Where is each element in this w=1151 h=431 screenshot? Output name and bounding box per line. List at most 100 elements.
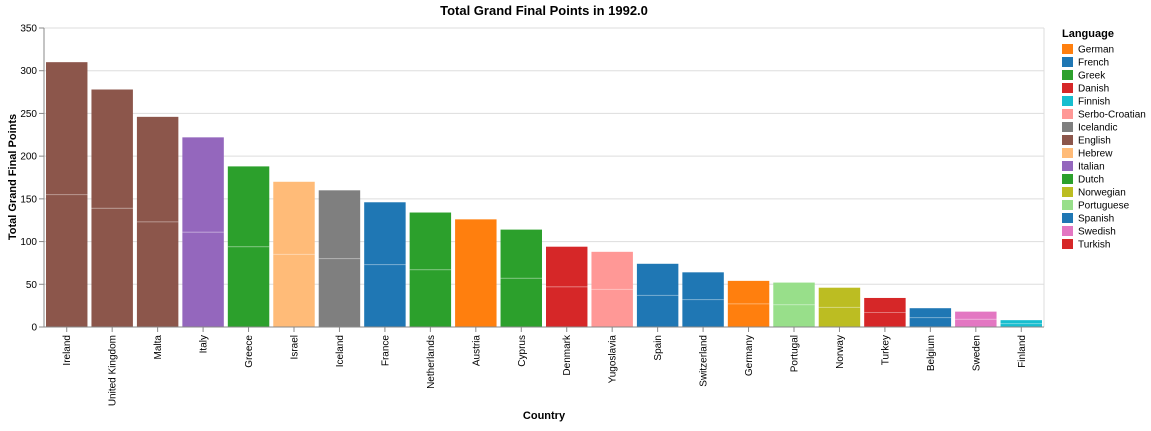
bars xyxy=(46,62,1042,327)
x-tick-label: United Kingdom xyxy=(108,335,119,406)
bar-segment xyxy=(273,254,315,327)
legend-swatch xyxy=(1062,239,1073,249)
bar-segment xyxy=(46,194,88,327)
legend-label: German xyxy=(1078,45,1114,56)
x-tick-label: Germany xyxy=(744,335,755,376)
bar-iceland xyxy=(318,190,361,327)
legend-label: Turkish xyxy=(1078,240,1110,251)
legend-swatch xyxy=(1062,148,1073,158)
bar-segment xyxy=(364,202,406,265)
bar-spain xyxy=(636,263,679,327)
bar-segment xyxy=(636,263,679,296)
legend-label: Hebrew xyxy=(1078,149,1113,160)
legend-item: Greek xyxy=(1062,70,1106,82)
bar-netherlands xyxy=(409,212,452,327)
y-tick-label: 0 xyxy=(31,323,37,334)
x-axis-title: Country xyxy=(523,410,566,422)
legend-item: French xyxy=(1062,57,1109,69)
bar-segment xyxy=(546,286,588,327)
bar-ireland xyxy=(46,62,88,327)
legend-label: Icelandic xyxy=(1078,123,1117,134)
bar-segment xyxy=(91,208,133,327)
y-tick-label: 150 xyxy=(20,194,37,205)
bar-segment xyxy=(182,232,224,327)
bar-segment xyxy=(909,317,952,327)
x-tick-label: Denmark xyxy=(562,334,573,376)
legend-label: Portuguese xyxy=(1078,201,1130,212)
legend-title: Language xyxy=(1062,28,1114,40)
bar-norway xyxy=(818,287,861,327)
legend: Language German French Greek Danish Finnish S… xyxy=(1062,28,1146,251)
bar-portugal xyxy=(773,282,815,327)
bar-segment xyxy=(591,289,633,327)
x-tick-label: Netherlands xyxy=(426,335,437,389)
bar-segment xyxy=(727,303,770,327)
legend-label: Dutch xyxy=(1078,175,1104,186)
bar-segment xyxy=(636,295,679,327)
bar-segment xyxy=(409,212,452,270)
bar-segment xyxy=(818,287,861,308)
bar-germany xyxy=(727,280,770,327)
legend-label: Serbo-Croatian xyxy=(1078,110,1146,121)
bar-turkey xyxy=(864,297,906,327)
legend-label: Italian xyxy=(1078,162,1105,173)
legend-item: Finnish xyxy=(1062,96,1110,108)
legend-item: Italian xyxy=(1062,161,1105,173)
x-axis: Ireland United Kingdom Malta Italy Greece Isr… xyxy=(44,326,1044,406)
bar-switzerland xyxy=(682,272,724,327)
bar-segment xyxy=(318,190,361,259)
bar-segment xyxy=(682,272,724,300)
legend-swatch xyxy=(1062,174,1073,184)
bar-yugoslavia xyxy=(591,251,633,327)
x-tick-label: Portugal xyxy=(790,335,801,372)
legend-label: Norwegian xyxy=(1078,188,1126,199)
bar-segment xyxy=(864,312,906,327)
x-tick-label: Israel xyxy=(290,335,301,359)
bar-united-kingdom xyxy=(91,89,133,327)
legend-item: German xyxy=(1062,44,1114,56)
y-tick-label: 250 xyxy=(20,109,37,120)
legend-label: Finnish xyxy=(1078,97,1110,108)
legend-label: Danish xyxy=(1078,84,1109,95)
bar-austria xyxy=(455,219,497,327)
legend-swatch xyxy=(1062,187,1073,197)
legend-item: Portuguese xyxy=(1062,200,1130,212)
y-tick-label: 100 xyxy=(20,237,37,248)
legend-swatch xyxy=(1062,44,1073,54)
bar-segment xyxy=(227,246,270,327)
bar-segment xyxy=(727,280,770,304)
bar-segment xyxy=(91,89,133,209)
bar-malta xyxy=(136,116,179,327)
bar-segment xyxy=(136,221,179,327)
legend-item: Norwegian xyxy=(1062,187,1126,199)
bar-segment xyxy=(955,319,997,327)
x-tick-label: Belgium xyxy=(926,335,937,371)
x-tick-label: Norway xyxy=(835,335,846,369)
bar-sweden xyxy=(955,311,997,327)
bar-segment xyxy=(591,251,633,290)
bar-segment xyxy=(136,116,179,222)
legend-item: Spanish xyxy=(1062,213,1114,225)
legend-item: Turkish xyxy=(1062,239,1110,251)
legend-item: Dutch xyxy=(1062,174,1104,186)
legend-item: English xyxy=(1062,135,1111,147)
legend-swatch xyxy=(1062,213,1073,223)
bar-segment xyxy=(909,308,952,318)
x-tick-label: Finland xyxy=(1017,335,1028,368)
legend-item: Icelandic xyxy=(1062,122,1117,134)
x-tick-label: Greece xyxy=(244,335,255,368)
legend-label: English xyxy=(1078,136,1111,147)
bar-segment xyxy=(409,269,452,327)
legend-swatch xyxy=(1062,70,1073,80)
bar-greece xyxy=(227,166,270,327)
legend-item: Swedish xyxy=(1062,226,1116,238)
bar-segment xyxy=(182,137,224,233)
bar-denmark xyxy=(546,246,588,327)
legend-swatch xyxy=(1062,122,1073,132)
x-tick-label: Austria xyxy=(471,335,482,367)
legend-swatch xyxy=(1062,200,1073,210)
legend-swatch xyxy=(1062,109,1073,119)
chart-title: Total Grand Final Points in 1992.0 xyxy=(440,3,648,18)
bar-segment xyxy=(955,311,997,320)
bar-israel xyxy=(273,181,315,327)
